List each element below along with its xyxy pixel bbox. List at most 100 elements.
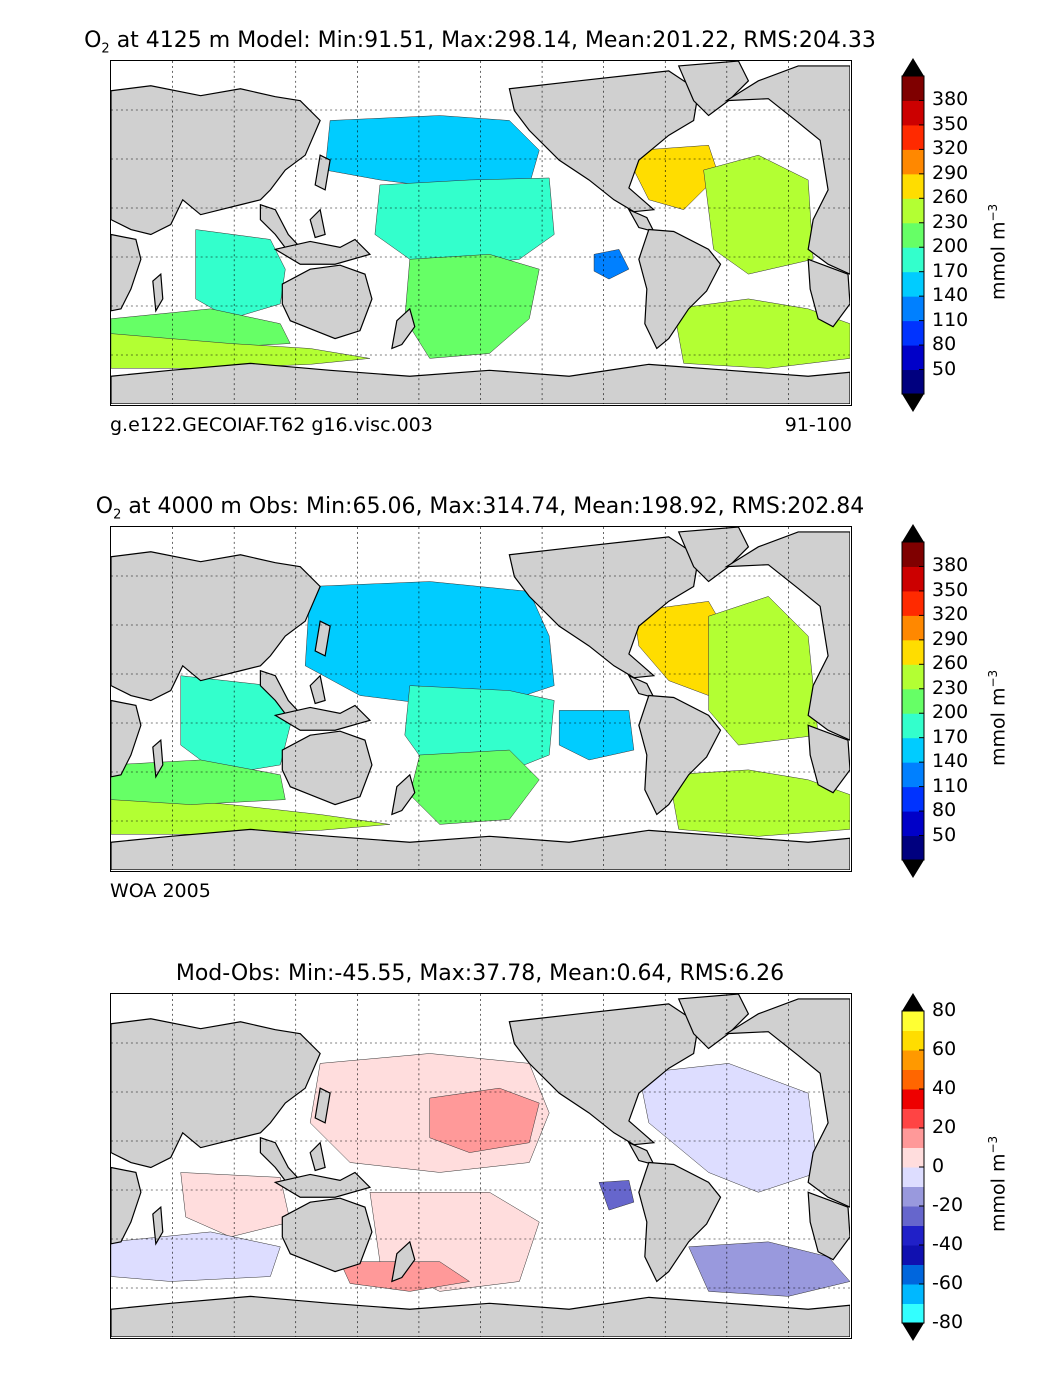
colorbar-under-arrow (902, 394, 924, 412)
north-america (508, 1003, 700, 1146)
colorbar-tick-label: 230 (932, 210, 969, 233)
colorbar-under-arrow (902, 860, 924, 878)
central-pacific-field (374, 177, 555, 265)
colorbar-segment (902, 542, 924, 567)
philippines (309, 208, 326, 239)
colorbar-segment (902, 762, 924, 788)
colorbar-segment (902, 1264, 924, 1285)
colorbar-segment (902, 1245, 924, 1265)
indonesia (273, 704, 372, 731)
africa-east (724, 65, 850, 275)
colorbar-segment (902, 1128, 924, 1148)
southern-ocean-field (111, 333, 370, 369)
colorbar-tick-label: 260 (932, 186, 969, 209)
colorbar-segment (902, 811, 924, 837)
colorbar-segment (902, 345, 924, 371)
panel-3-title: Mod-Obs: Min:-45.55, Max:37.78, Mean:0.6… (175, 961, 785, 986)
colorbar-segment (902, 1050, 924, 1070)
colorbar-tick-label: 230 (932, 676, 969, 699)
south-america (638, 694, 722, 816)
colorbar-tick-label: 60 (932, 1038, 957, 1060)
africa-east (724, 531, 850, 741)
colorbar-segment (902, 639, 924, 665)
colorbar-tick-label: 200 (932, 235, 969, 258)
colorbar-outline (901, 75, 925, 395)
colorbar-tick-label: -60 (932, 1272, 964, 1294)
australia (281, 730, 373, 806)
colorbar-svg (901, 993, 925, 1341)
map-svg (111, 527, 850, 870)
colorbar-svg (901, 58, 925, 412)
colorbar-segment (902, 271, 924, 297)
africa-west (111, 1166, 142, 1245)
colorbar-over-arrow (902, 58, 924, 76)
colorbar-tick-label: 320 (932, 137, 969, 160)
panel-2-map (110, 526, 852, 872)
colorbar-segment (902, 173, 924, 199)
east-pacific-diff (598, 1180, 635, 1211)
madagascar (152, 738, 164, 779)
madagascar (152, 1205, 164, 1246)
colorbar-segment (902, 786, 924, 812)
africa-south (807, 258, 850, 328)
eurasia-left (111, 1018, 321, 1169)
colorbar-segment (902, 369, 924, 395)
map-svg (111, 61, 850, 404)
panel-2-title: O2 at 4000 m Obs: Min:65.06, Max:314.74,… (95, 494, 865, 523)
southern-ocean-diff (339, 1261, 471, 1292)
colorbar-segment (902, 1206, 924, 1226)
australia (281, 1197, 373, 1273)
south-atlantic-diff (688, 1241, 850, 1297)
panel-2-colorbar: 380 350 320 290 260 230 200 170 140 110 80 50 mmol m… (901, 524, 1009, 878)
panel-1-case-label: g.e122.GECOIAF.T62 g16.visc.003 (110, 414, 433, 436)
south-indian-field (111, 759, 286, 805)
colorbar-segment (902, 124, 924, 150)
colorbar-segment (902, 713, 924, 739)
indonesia (273, 1171, 372, 1198)
colorbar-tick-label: 350 (932, 578, 969, 601)
colorbar-tick-label: 350 (932, 112, 969, 135)
colorbar-segment (902, 1030, 924, 1051)
south-america (638, 228, 722, 350)
colorbar-tick-label: 110 (932, 308, 969, 331)
colorbar-segment (902, 222, 924, 248)
colorbar-segment (902, 1167, 924, 1187)
indian-ocean-field (195, 229, 286, 320)
colorbar-segment (902, 1303, 924, 1324)
southern-ocean-west-diff (111, 1231, 281, 1282)
colorbar-tick-label: 80 (932, 333, 957, 356)
australia (281, 264, 373, 340)
south-atlantic-field (668, 769, 850, 837)
colorbar-tick-label: 50 (932, 357, 957, 380)
eurasia-left (111, 85, 321, 236)
colorbar-tick-label: 40 (932, 1077, 957, 1099)
colorbar-tick-label: 80 (932, 999, 957, 1021)
panel-1-map (110, 60, 852, 406)
south-pacific-field (409, 749, 540, 825)
africa-south (807, 1191, 850, 1261)
colorbar-segment (902, 590, 924, 616)
colorbar-over-arrow (902, 524, 924, 542)
colorbar-outline (901, 541, 925, 861)
japan (314, 154, 331, 191)
colorbar-tick-label: 260 (932, 652, 969, 675)
philippines (309, 674, 326, 705)
east-pacific-patch (593, 249, 630, 280)
colorbar-segment (902, 1147, 924, 1168)
africa-east (724, 998, 850, 1208)
colorbar-over-arrow (902, 993, 924, 1011)
panel-3-map (110, 993, 852, 1339)
colorbar-segment (902, 1089, 924, 1109)
colorbar-segment (902, 296, 924, 322)
colorbar-segment (902, 664, 924, 690)
colorbar-segment (902, 149, 924, 175)
panel-1-colorbar: 380 350 320 290 260 230 200 170 140 110 80 50 mmol m… (901, 58, 1009, 412)
colorbar-tick-label: 50 (932, 823, 957, 846)
colorbar-segment (902, 688, 924, 714)
panel-3-colorbar: 80 60 40 20 0 -20 -40 -60 -80 mmol m−3 (901, 993, 1009, 1341)
colorbar-tick-label: 380 (932, 88, 969, 111)
colorbar-segment (902, 615, 924, 641)
colorbar-tick-label: 170 (932, 725, 969, 748)
panel-2-source-label: WOA 2005 (110, 880, 211, 902)
colorbar-tick-label: 110 (932, 774, 969, 797)
